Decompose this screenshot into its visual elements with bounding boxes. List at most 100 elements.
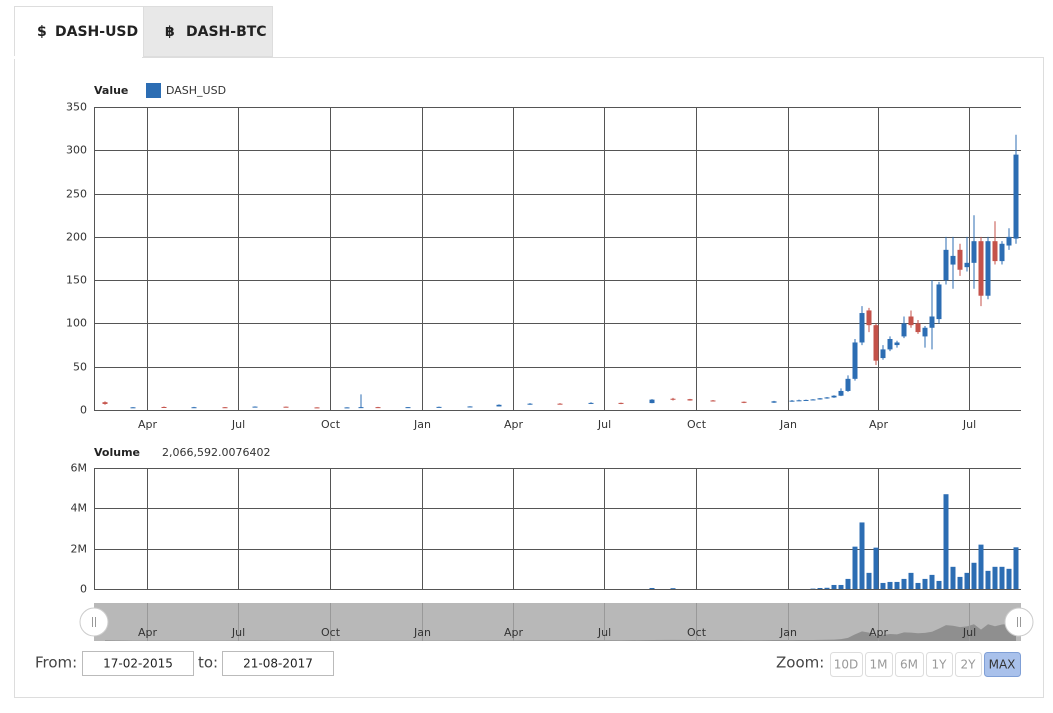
volume-bar[interactable] bbox=[852, 546, 858, 589]
tab[interactable] bbox=[143, 6, 273, 57]
zoom-button[interactable] bbox=[984, 652, 1021, 677]
zoom-button[interactable] bbox=[955, 652, 982, 677]
candle-body[interactable] bbox=[161, 406, 167, 408]
tab-label[interactable]: DASH-BTC bbox=[186, 24, 267, 40]
candle-body[interactable] bbox=[467, 406, 473, 408]
candle-body[interactable] bbox=[992, 241, 998, 262]
candle-body[interactable] bbox=[880, 349, 886, 359]
candle-body[interactable] bbox=[845, 378, 851, 391]
candle-body[interactable] bbox=[887, 339, 893, 350]
zoom-button-label[interactable]: 10D bbox=[834, 658, 859, 672]
candle-body[interactable] bbox=[978, 241, 984, 296]
candle-body[interactable] bbox=[405, 407, 411, 409]
to-value[interactable]: 21-08-2017 bbox=[243, 657, 313, 671]
candle-body[interactable] bbox=[831, 395, 837, 398]
candle-body[interactable] bbox=[866, 310, 872, 326]
candle-body[interactable] bbox=[358, 407, 364, 409]
navigator-handle[interactable] bbox=[79, 607, 109, 637]
volume-bar[interactable] bbox=[894, 581, 900, 589]
candle-body[interactable] bbox=[859, 313, 865, 343]
candle-body[interactable] bbox=[1006, 236, 1012, 246]
candle-body[interactable] bbox=[771, 401, 777, 403]
candle-body[interactable] bbox=[894, 342, 900, 346]
volume-bar[interactable] bbox=[901, 578, 907, 589]
volume-bar[interactable] bbox=[985, 570, 991, 589]
candle-body[interactable] bbox=[852, 342, 858, 379]
zoom-button-label[interactable]: 1Y bbox=[932, 658, 948, 672]
candle-body[interactable] bbox=[957, 249, 963, 270]
volume-bar[interactable] bbox=[845, 578, 851, 589]
volume-bar[interactable] bbox=[971, 562, 977, 589]
candle-body[interactable] bbox=[964, 262, 970, 268]
volume-bar[interactable] bbox=[950, 566, 956, 589]
candle-body[interactable] bbox=[527, 403, 533, 405]
volume-bar[interactable] bbox=[887, 581, 893, 589]
zoom-button[interactable] bbox=[926, 652, 953, 677]
candle-body[interactable] bbox=[252, 406, 258, 408]
candle-body[interactable] bbox=[838, 390, 844, 396]
candle-body[interactable] bbox=[618, 402, 624, 404]
candle-body[interactable] bbox=[436, 406, 442, 408]
candle-body[interactable] bbox=[796, 400, 802, 402]
tab-label[interactable]: DASH-USD bbox=[55, 24, 138, 40]
candle-body[interactable] bbox=[670, 398, 676, 400]
candle-body[interactable] bbox=[557, 403, 563, 405]
volume-bar[interactable] bbox=[873, 547, 879, 589]
tab[interactable] bbox=[14, 6, 144, 58]
candle-body[interactable] bbox=[588, 402, 594, 404]
volume-bar[interactable] bbox=[859, 522, 865, 589]
candle-body[interactable] bbox=[803, 399, 809, 401]
candle-body[interactable] bbox=[191, 407, 197, 409]
candle-body[interactable] bbox=[1013, 154, 1019, 239]
volume-bar[interactable] bbox=[880, 582, 886, 589]
volume-bar[interactable] bbox=[908, 572, 914, 589]
candle-body[interactable] bbox=[873, 325, 879, 361]
volume-bar[interactable] bbox=[978, 544, 984, 589]
volume-bar[interactable] bbox=[992, 566, 998, 589]
candle-body[interactable] bbox=[999, 243, 1005, 262]
candle-body[interactable] bbox=[741, 401, 747, 403]
candle-body[interactable] bbox=[922, 327, 928, 337]
candle-body[interactable] bbox=[222, 407, 228, 409]
volume-bar[interactable] bbox=[866, 572, 872, 589]
volume-bar[interactable] bbox=[824, 587, 830, 589]
volume-bar[interactable] bbox=[649, 587, 655, 589]
candle-body[interactable] bbox=[908, 316, 914, 326]
volume-bar[interactable] bbox=[936, 580, 942, 589]
legend-label[interactable]: DASH_USD bbox=[166, 84, 226, 97]
candle-body[interactable] bbox=[649, 399, 655, 404]
volume-bar[interactable] bbox=[943, 494, 949, 589]
volume-bar[interactable] bbox=[999, 566, 1005, 589]
candle-body[interactable] bbox=[824, 397, 830, 399]
from-value[interactable]: 17-02-2015 bbox=[103, 657, 173, 671]
volume-bar[interactable] bbox=[957, 576, 963, 589]
candle-body[interactable] bbox=[710, 400, 716, 402]
volume-bar[interactable] bbox=[838, 584, 844, 589]
zoom-button[interactable] bbox=[865, 652, 893, 677]
candle-body[interactable] bbox=[817, 398, 823, 400]
zoom-button[interactable] bbox=[830, 652, 863, 677]
candle-body[interactable] bbox=[943, 249, 949, 281]
candle-body[interactable] bbox=[496, 404, 502, 407]
zoom-button[interactable] bbox=[895, 652, 924, 677]
candle-body[interactable] bbox=[985, 241, 991, 296]
candle-body[interactable] bbox=[314, 407, 320, 409]
to-input[interactable] bbox=[222, 651, 334, 676]
candle-body[interactable] bbox=[936, 284, 942, 320]
candle-body[interactable] bbox=[901, 323, 907, 337]
zoom-button-label[interactable]: MAX bbox=[989, 658, 1016, 672]
volume-bar[interactable] bbox=[922, 578, 928, 589]
from-input[interactable] bbox=[82, 651, 194, 676]
zoom-button-label[interactable]: 6M bbox=[900, 658, 918, 672]
candle-body[interactable] bbox=[810, 399, 816, 401]
candle-body[interactable] bbox=[283, 406, 289, 408]
candle-body[interactable] bbox=[789, 400, 795, 402]
candle-body[interactable] bbox=[929, 316, 935, 328]
candle-body[interactable] bbox=[375, 407, 381, 409]
candle-body[interactable] bbox=[130, 407, 136, 409]
volume-bar[interactable] bbox=[831, 584, 837, 589]
candle-body[interactable] bbox=[102, 402, 108, 404]
legend-swatch[interactable] bbox=[146, 83, 161, 98]
candle-body[interactable] bbox=[971, 241, 977, 263]
candle-body[interactable] bbox=[344, 407, 350, 409]
